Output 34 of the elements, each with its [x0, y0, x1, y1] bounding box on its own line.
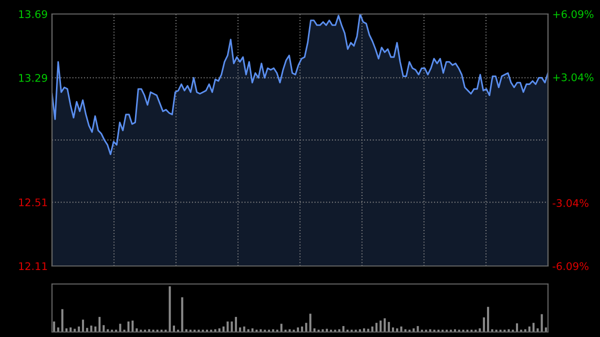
bar	[540, 314, 543, 332]
bar	[487, 306, 490, 332]
bar	[416, 326, 419, 332]
bar	[342, 326, 344, 332]
bar	[380, 320, 382, 332]
bar	[482, 317, 485, 332]
bar	[90, 326, 92, 332]
bar	[82, 320, 84, 332]
y-tick-label: 12.51	[19, 198, 47, 206]
bar	[61, 309, 64, 332]
bar	[168, 286, 171, 332]
bar	[136, 328, 138, 332]
bar	[53, 321, 56, 332]
y-tick-label: 12.11	[19, 262, 47, 270]
y2-tick-label: -6.09%	[552, 262, 588, 270]
bar	[226, 321, 229, 332]
bar	[127, 321, 130, 332]
y-tick-label: 13.69	[19, 10, 48, 18]
bar	[172, 326, 175, 332]
bar	[102, 325, 105, 332]
bar	[388, 322, 390, 332]
y2-tick-label: -3.04%	[552, 199, 588, 207]
bar	[98, 316, 101, 332]
y2-tick-label: +6.09%	[553, 10, 594, 18]
bar	[181, 297, 184, 332]
y2-tick-label: +3.04%	[553, 73, 594, 82]
bar	[309, 314, 312, 332]
bar	[230, 321, 233, 332]
bar	[132, 320, 134, 332]
bar	[400, 326, 402, 332]
bar	[234, 316, 237, 332]
bar	[74, 328, 76, 332]
y-tick-label: 13.29	[19, 74, 48, 82]
bar	[384, 318, 386, 332]
